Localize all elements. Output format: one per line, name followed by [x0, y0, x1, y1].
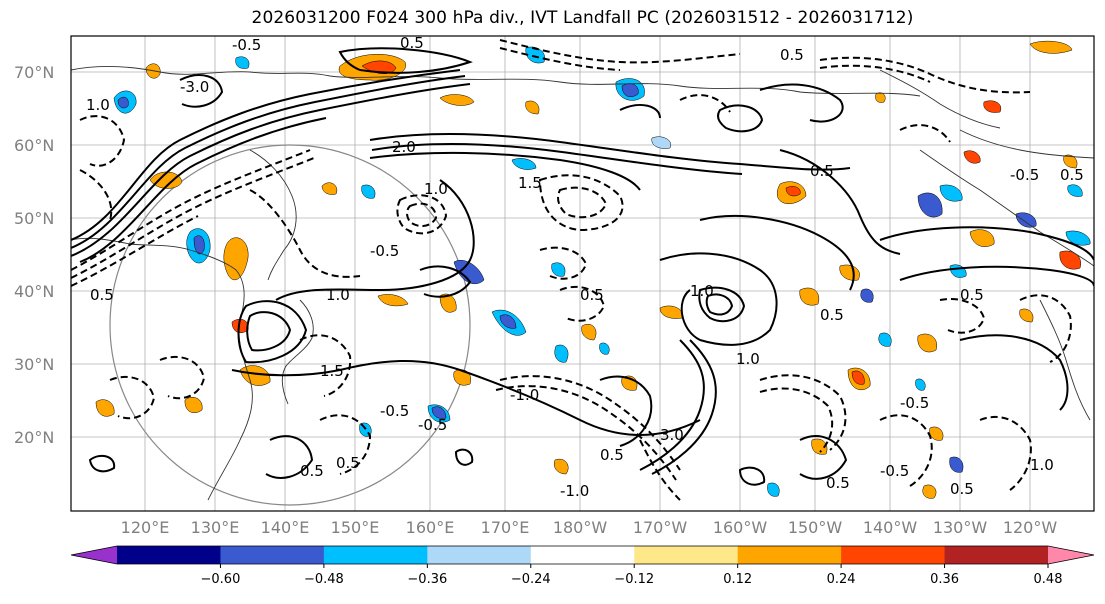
- contour-label: -0.5: [370, 242, 399, 260]
- lon-label: 150°E: [331, 518, 380, 537]
- colorbar-extend-high: [1048, 546, 1094, 564]
- gridlines: [71, 36, 1094, 511]
- contour-label: 0.5: [336, 454, 360, 472]
- lon-label: 160°E: [406, 518, 455, 537]
- lat-label: 30°N: [14, 355, 54, 374]
- contour-label: -3.0: [180, 78, 209, 96]
- colorbar-extend-low: [71, 546, 117, 564]
- contour-label: 0.5: [950, 480, 974, 498]
- contour-labels: -0.5 0.5 -3.0 1.0 2.0 1.0 1.5 -0.5 0.5 1…: [86, 34, 1084, 500]
- colorbar-segment: [530, 546, 635, 564]
- longitude-labels: 120°E 130°E 140°E 150°E 160°E 170°E 180°…: [121, 518, 1058, 537]
- lon-label: 160°W: [713, 518, 768, 537]
- colorbar-segment: [944, 546, 1049, 564]
- lat-label: 20°N: [14, 428, 54, 447]
- colorbar-segment: [737, 546, 842, 564]
- contour-label: 0.5: [960, 286, 984, 304]
- lat-label: 40°N: [14, 282, 54, 301]
- lon-label: 130°E: [191, 518, 240, 537]
- contour-label: 0.5: [90, 286, 114, 304]
- lon-label: 130°W: [933, 518, 988, 537]
- negative-contours: [71, 39, 1072, 501]
- contour-label: 0.5: [300, 462, 324, 480]
- colorbar-tick-label: 0.12: [723, 572, 752, 587]
- contour-label: 1.0: [424, 180, 448, 198]
- contour-label: 0.5: [826, 474, 850, 492]
- divergence-shading: [95, 40, 1091, 499]
- contour-label: -0.5: [418, 416, 447, 434]
- coastline: [71, 65, 1094, 501]
- lon-label: 120°E: [121, 518, 170, 537]
- colorbar-tick-label: −0.48: [304, 572, 344, 587]
- contour-label: 0.5: [600, 446, 624, 464]
- contour-label: 0.5: [580, 286, 604, 304]
- colorbar-segments: [70, 545, 1095, 565]
- colorbar-tick-label: −0.12: [614, 572, 654, 587]
- contour-label: 0.5: [400, 34, 424, 52]
- colorbar-tick-label: 0.24: [827, 572, 856, 587]
- contour-label: -0.5: [880, 462, 909, 480]
- contour-label: 1.0: [690, 282, 714, 300]
- contour-label: -0.5: [232, 36, 261, 54]
- colorbar-ticks: −0.60 −0.48 −0.36 −0.24 −0.12 0.12 0.24 0.36 0.4…: [201, 564, 1063, 587]
- contour-label: 2.0: [392, 138, 416, 156]
- lon-label: 150°W: [788, 518, 843, 537]
- contour-label: -1.0: [510, 386, 539, 404]
- lon-label: 170°W: [633, 518, 688, 537]
- contour-label: 0.5: [780, 46, 804, 64]
- positive-contours: [71, 47, 1094, 486]
- colorbar-tick-label: −0.60: [201, 572, 241, 587]
- contour-label: 1.5: [320, 362, 344, 380]
- lat-label: 50°N: [14, 209, 54, 228]
- contour-label: -0.5: [1010, 166, 1039, 184]
- colorbar-tick-label: 0.36: [930, 572, 959, 587]
- contour-label: -1.0: [560, 482, 589, 500]
- colorbar-segment: [841, 546, 946, 564]
- lon-label: 180°W: [553, 518, 608, 537]
- contour-label: 0.5: [810, 162, 834, 180]
- region-circle: [109, 144, 471, 506]
- colorbar: −0.60 −0.48 −0.36 −0.24 −0.12 0.12 0.24 0.36 0.4…: [70, 545, 1095, 587]
- lat-label: 70°N: [14, 63, 54, 82]
- latitude-labels: 70°N 60°N 50°N 40°N 30°N 20°N: [14, 63, 54, 447]
- colorbar-tick-label: 0.48: [1034, 572, 1063, 587]
- colorbar-tick-label: −0.24: [511, 572, 551, 587]
- contour-label: 0.5: [1060, 166, 1084, 184]
- colorbar-segment: [220, 546, 325, 564]
- colorbar-segment: [117, 546, 221, 564]
- colorbar-segment: [427, 546, 532, 564]
- colorbar-segment: [323, 546, 428, 564]
- contour-label: -0.5: [380, 402, 409, 420]
- map-title: 2026031200 F024 300 hPa div., IVT Landfa…: [251, 8, 914, 28]
- contour-label: 1.5: [518, 174, 542, 192]
- contour-label: 1.0: [86, 96, 110, 114]
- colorbar-segment: [634, 546, 739, 564]
- contour-label: 3.0: [660, 426, 684, 444]
- contour-label: 1.0: [326, 286, 350, 304]
- contour-label: 1.0: [1030, 456, 1054, 474]
- colorbar-tick-label: −0.36: [407, 572, 447, 587]
- lon-label: 120°W: [1003, 518, 1058, 537]
- colorbar-outline: [70, 545, 1095, 565]
- lon-label: 170°E: [481, 518, 530, 537]
- contour-label: -0.5: [900, 394, 929, 412]
- contour-label: 0.5: [820, 306, 844, 324]
- lon-label: 140°W: [863, 518, 918, 537]
- map-frame: [70, 35, 1095, 512]
- lon-label: 140°E: [261, 518, 310, 537]
- lat-label: 60°N: [14, 136, 54, 155]
- contour-label: 1.0: [736, 350, 760, 368]
